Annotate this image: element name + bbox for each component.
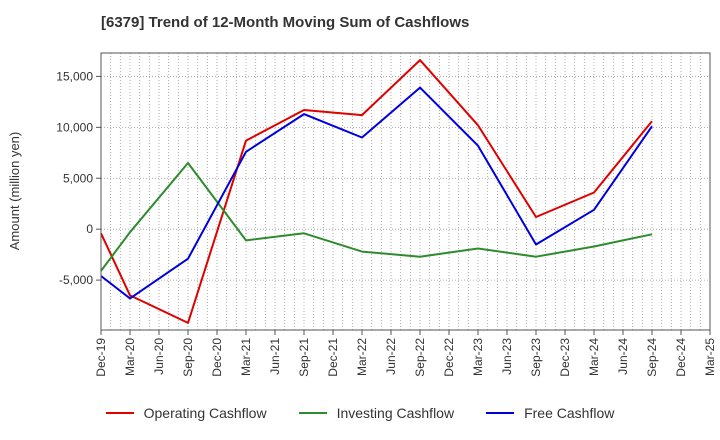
x-tick-label: Jun-24 — [616, 338, 630, 375]
legend: Operating Cashflow Investing Cashflow Fr… — [0, 405, 720, 421]
legend-label-investing: Investing Cashflow — [336, 405, 455, 421]
series-line-free-cashflow — [100, 86, 653, 300]
plot-frame — [100, 52, 711, 331]
x-tick-label: Mar-21 — [239, 338, 253, 376]
series-line-operating-cashflow — [100, 59, 653, 324]
series-line-investing-cashflow — [100, 162, 653, 272]
legend-swatch-free — [486, 412, 515, 414]
x-tick-label: Sep-22 — [413, 338, 427, 377]
x-tick-label: Dec-24 — [674, 338, 688, 377]
chart-title: [6379] Trend of 12-Month Moving Sum of C… — [101, 14, 470, 31]
y-tick-label: 0 — [86, 222, 93, 236]
y-tick-label: 10,000 — [56, 120, 93, 134]
x-tick-label: Jun-21 — [268, 338, 282, 375]
x-tick-label: Dec-22 — [442, 338, 456, 377]
y-tick-label: 15,000 — [56, 69, 93, 83]
x-tick-label: Sep-23 — [529, 338, 543, 377]
x-tick-label: Jun-23 — [500, 338, 514, 375]
x-tick-label: Dec-19 — [94, 338, 108, 377]
legend-label-operating: Operating Cashflow — [143, 405, 267, 421]
series-lines — [100, 59, 653, 324]
x-tick-label: Sep-20 — [181, 338, 195, 377]
legend-swatch-operating — [105, 412, 134, 414]
x-tick-label: Jun-22 — [384, 338, 398, 375]
x-tick-label: Mar-22 — [355, 338, 369, 376]
x-tick-label: Mar-20 — [123, 338, 137, 376]
line-chart: 15,000 10,000 5,000 0 -5,000 Dec-19 Mar-20 Jun… — [7, 52, 717, 377]
y-tick-label: -5,000 — [59, 273, 93, 287]
plot-area — [101, 53, 710, 330]
legend-label-free: Free Cashflow — [524, 405, 615, 421]
x-tick-label: Dec-20 — [210, 338, 224, 377]
legend-item-investing: Investing Cashflow — [298, 405, 455, 421]
legend-swatch-investing — [298, 412, 327, 414]
x-tick-label: Mar-24 — [587, 338, 601, 376]
legend-item-free: Free Cashflow — [486, 405, 614, 421]
x-tick-label: Mar-23 — [471, 338, 485, 376]
y-tick-labels: 15,000 10,000 5,000 0 -5,000 — [56, 69, 101, 287]
x-tick-label: Mar-25 — [703, 338, 717, 376]
y-axis-title: Amount (million yen) — [7, 132, 22, 251]
x-tick-label: Dec-21 — [326, 338, 340, 377]
x-tick-label: Sep-21 — [297, 338, 311, 377]
x-tick-labels: Dec-19 Mar-20 Jun-20 Sep-20 Dec-20 Mar-21 Jun-… — [94, 330, 717, 377]
x-tick-label: Sep-24 — [645, 338, 659, 377]
legend-item-operating: Operating Cashflow — [105, 405, 267, 421]
x-tick-label: Dec-23 — [558, 338, 572, 377]
y-tick-label: 5,000 — [63, 171, 93, 185]
x-tick-label: Jun-20 — [152, 338, 166, 375]
